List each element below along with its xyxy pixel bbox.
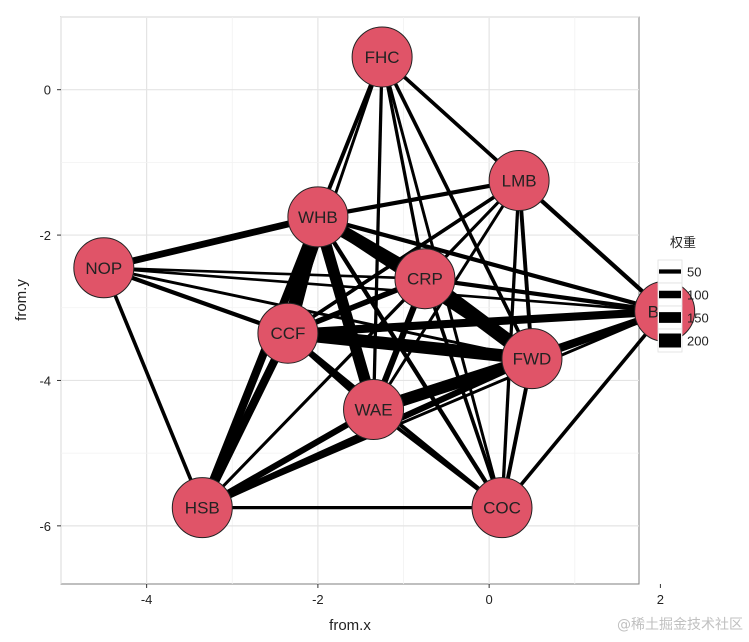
node-fwd: FWD: [501, 328, 563, 390]
node-circle: [171, 477, 233, 539]
edge-crp-blg: [424, 276, 665, 314]
edge-lmb-whb: [317, 178, 520, 219]
y-tick-label: 0: [44, 83, 51, 98]
node-label: COC: [483, 499, 521, 518]
node-circle: [287, 186, 349, 248]
node-circle: [501, 328, 563, 390]
node-circle: [343, 379, 405, 441]
y-tick-label: -6: [39, 519, 51, 534]
axis-ticks: -4 -2 0 2 0 -2 -4 -6: [39, 83, 664, 607]
edges-layer: [102, 55, 667, 511]
legend-label: 200: [687, 334, 709, 349]
legend-title: 权重: [670, 235, 696, 251]
edge-ccf-hsb: [198, 331, 292, 510]
node-crp: CRP: [394, 248, 456, 310]
x-tick-label: -2: [312, 592, 324, 607]
y-tick-label: -2: [39, 228, 51, 243]
x-tick-label: -4: [141, 592, 153, 607]
edge-blg-coc: [500, 310, 667, 509]
node-label: WAE: [355, 401, 393, 420]
node-label: HSB: [185, 499, 220, 518]
node-label: FHC: [365, 48, 400, 67]
edge-whb-blg: [317, 214, 666, 314]
node-circle: [488, 150, 550, 212]
legend-label: 50: [687, 265, 701, 280]
edge-nop-ccf: [103, 265, 289, 336]
edge-ccf-fwd: [287, 326, 533, 365]
node-label: WHB: [298, 208, 338, 227]
y-axis-title: from.y: [13, 279, 30, 321]
edge-wae-hsb: [200, 406, 376, 511]
node-wae: WAE: [343, 379, 405, 441]
edge-lmb-blg: [517, 178, 667, 313]
edge-nop-hsb: [102, 267, 204, 509]
edge-fhc-lmb: [380, 55, 521, 182]
edge-crp-hsb: [201, 277, 426, 509]
node-label: FWD: [513, 350, 552, 369]
node-circle: [394, 248, 456, 310]
node-fhc: FHC: [351, 26, 413, 88]
edge-whb-nop: [103, 213, 319, 272]
y-tick-label: -4: [39, 373, 51, 388]
legend-label: 150: [687, 311, 709, 326]
x-tick-label: 0: [486, 592, 493, 607]
node-label: LMB: [502, 172, 537, 191]
edge-whb-wae: [312, 215, 380, 412]
node-coc: COC: [471, 477, 533, 539]
edge-nop-blg: [103, 266, 665, 313]
node-nop: NOP: [73, 237, 135, 299]
node-circle: [73, 237, 135, 299]
node-label: NOP: [85, 259, 122, 278]
node-label: CCF: [270, 324, 305, 343]
node-hsb: HSB: [171, 477, 233, 539]
plot-panel: [60, 16, 640, 585]
node-circle: [351, 26, 413, 88]
node-whb: WHB: [287, 186, 349, 248]
node-lmb: LMB: [488, 150, 550, 212]
node-circle: [471, 477, 533, 539]
x-axis-title: from.x: [329, 617, 371, 634]
node-label: CRP: [407, 270, 443, 289]
edge-ccf-lmb: [286, 179, 521, 335]
edge-fhc-fwd: [380, 56, 534, 360]
legend: 权重 50 100 150 200: [657, 235, 709, 353]
x-tick-label: 2: [657, 592, 664, 607]
node-circle: [257, 302, 319, 364]
node-ccf: CCF: [257, 302, 319, 364]
edge-fhc-crp: [380, 56, 427, 280]
edge-whb-coc: [316, 215, 504, 509]
watermark: @稀土掘金技术社区: [617, 617, 743, 633]
legend-label: 100: [687, 288, 709, 303]
edge-crp-coc: [423, 278, 504, 509]
